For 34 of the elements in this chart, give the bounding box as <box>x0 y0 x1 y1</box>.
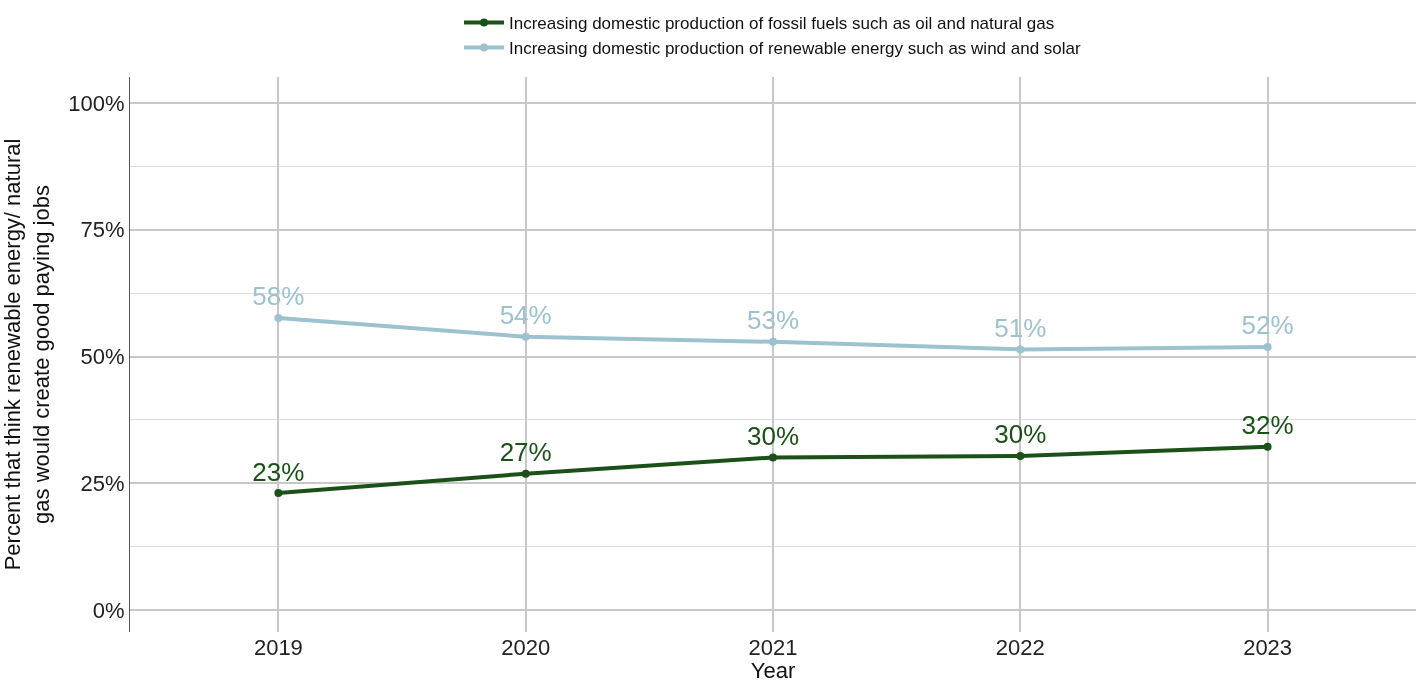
data-label: 27% <box>499 437 552 468</box>
x-tick-label: 2019 <box>253 635 303 660</box>
x-axis-title: Year <box>750 658 796 683</box>
data-label: 23% <box>252 456 305 487</box>
point <box>521 469 530 478</box>
y-tick-label: 100% <box>68 90 125 116</box>
point <box>1016 345 1025 354</box>
y-tick-label: 25% <box>80 471 125 497</box>
y-tick-label: 50% <box>80 344 125 370</box>
y-tick-label: 0% <box>92 597 125 623</box>
point <box>274 313 283 322</box>
data-label: 30% <box>994 419 1047 450</box>
point <box>1263 342 1272 351</box>
data-label: 30% <box>746 420 800 451</box>
point <box>1016 451 1025 460</box>
point <box>769 453 777 462</box>
point <box>769 337 777 346</box>
x-tick-label: 2020 <box>501 635 551 660</box>
point <box>521 332 530 341</box>
point <box>274 489 283 497</box>
data-label: 53% <box>746 305 800 336</box>
y-axis-title: Percent that think renewable energy/ natural gas would create good paying jobs <box>0 138 54 571</box>
data-label: 54% <box>499 300 552 331</box>
x-tick-label: 2023 <box>1243 635 1293 660</box>
data-label: 32% <box>1241 410 1294 441</box>
data-label: 51% <box>994 312 1047 343</box>
legend-label: Increasing domestic production of fossil fuels such as oil and natural gas <box>509 14 1055 34</box>
data-label: 58% <box>252 281 305 312</box>
data-label: 52% <box>1241 310 1294 341</box>
x-tick-label: 2021 <box>748 635 798 660</box>
legend-label: Increasing domestic production of renewable energy such as wind and solar <box>509 39 1082 59</box>
point <box>1263 442 1272 451</box>
y-tick-label: 75% <box>80 217 125 243</box>
x-tick-label: 2022 <box>995 635 1045 660</box>
